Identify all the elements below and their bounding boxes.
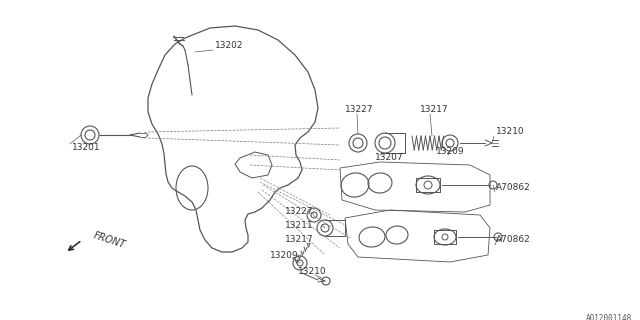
Text: 13227: 13227 [345,106,374,115]
Text: 13202: 13202 [215,42,243,51]
Text: 13217: 13217 [420,106,449,115]
Text: 13209: 13209 [270,252,299,260]
Text: A70862: A70862 [496,183,531,193]
Text: 13210: 13210 [496,127,525,137]
Text: 13209: 13209 [436,148,465,156]
Text: 13207: 13207 [375,153,404,162]
Text: A012001148: A012001148 [586,314,632,320]
Text: 13210: 13210 [298,268,326,276]
Text: A70862: A70862 [496,236,531,244]
Text: 13227: 13227 [285,207,314,217]
Text: 13201: 13201 [72,143,100,153]
Text: FRONT: FRONT [92,230,127,250]
Text: 13217: 13217 [285,236,314,244]
Text: 13211: 13211 [285,221,314,230]
